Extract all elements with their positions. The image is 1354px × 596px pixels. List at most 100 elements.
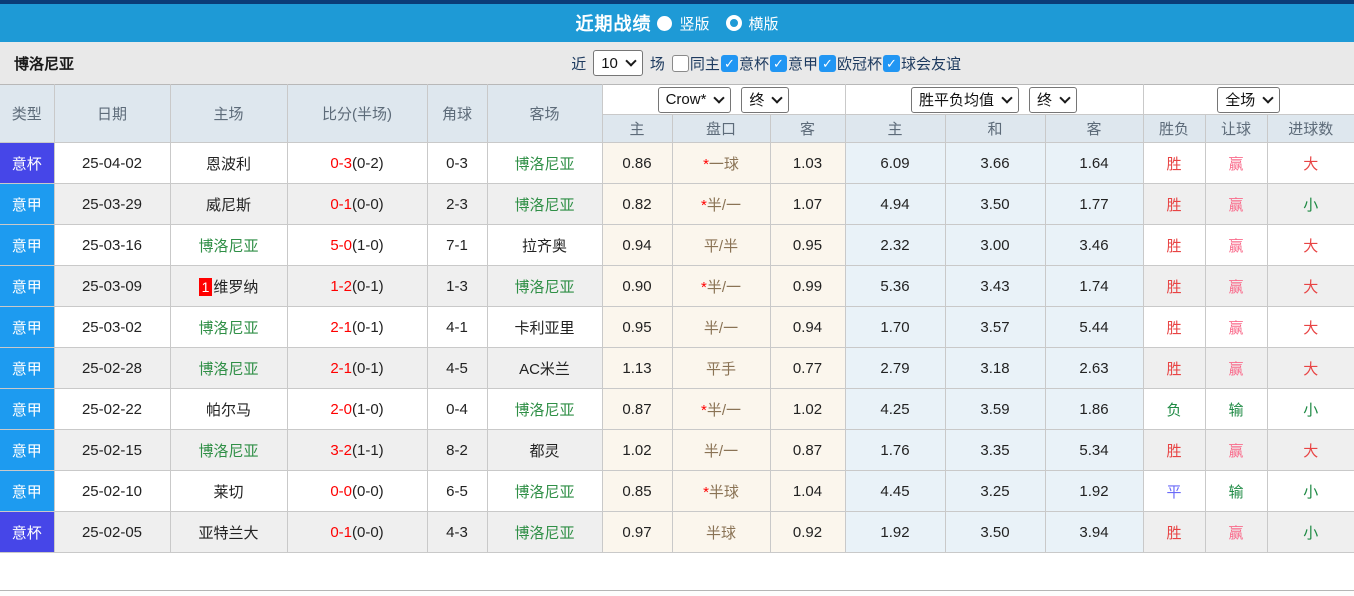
handicap-home-odds-cell: 1.02 [601,429,673,471]
checkbox-label: 同主 [689,55,720,73]
odds-company-select[interactable]: Crow* [657,86,732,113]
away-team-name: 博洛尼亚 [514,401,575,419]
handicap-result-cell: 赢 [1204,347,1268,389]
col-header-score: 比分(半场) [286,84,428,143]
handicap-result-value: 输 [1228,483,1244,501]
checkbox-icon[interactable] [882,54,900,72]
date-cell: 25-02-15 [53,429,171,471]
avg-draw-odds-cell: 3.18 [944,347,1046,389]
handicap-line: 半/一 [703,319,739,337]
radio-icon[interactable] [725,15,742,31]
handicap-line: 平/半 [703,237,739,255]
handicap-line: 半球 [705,524,736,542]
match-type-cell: 意甲 [0,306,55,348]
table-row: 意杯 25-02-05 亚特兰大 0-1(0-0) 4-3 博洛尼亚 0.97 … [0,511,1354,553]
odds-time-select[interactable]: 终 [741,86,790,113]
avg-away-odds-cell: 5.34 [1044,429,1144,471]
date-cell: 25-03-29 [53,183,171,225]
result-cell: 负 [1142,388,1206,430]
fulltime-score: 1-2 [330,277,352,295]
halftime-score: (1-1) [352,441,384,459]
odds-company-value: Crow* [665,91,707,108]
corner-cell: 4-5 [426,347,488,389]
avg-time-select[interactable]: 终 [1029,86,1078,113]
away-team-name: 卡利亚里 [514,319,575,337]
avg-home-odds-cell: 4.94 [844,183,946,225]
date-cell: 25-03-02 [53,306,171,348]
away-team-name: 博洛尼亚 [514,278,575,296]
avg-draw-odds-cell: 3.35 [944,429,1046,471]
avg-away-odds-cell: 2.63 [1044,347,1144,389]
radio-icon[interactable] [657,15,673,31]
fulltime-score: 0-0 [330,482,352,500]
home-team-cell: 恩波利 [169,142,288,184]
chevron-down-icon [713,91,726,104]
fulltime-score: 2-1 [330,318,352,336]
team-name: 博洛尼亚 [14,55,75,73]
home-team-name: 维罗纳 [213,278,259,296]
avg-home-odds-cell: 4.25 [844,388,946,430]
date-cell: 25-03-16 [53,224,171,266]
competition-filter-checkbox[interactable]: 欧冠杯 [818,53,883,74]
away-team-cell: 博洛尼亚 [486,511,603,553]
checkbox-icon[interactable] [671,54,689,72]
avg-type-select[interactable]: 胜平负均值 [911,86,1020,113]
chevron-down-icon [625,55,637,67]
competition-filter-checkbox[interactable]: 意杯 [720,53,770,74]
avg-draw-odds-cell: 3.00 [944,224,1046,266]
handicap-line-cell: 平手 [671,347,771,389]
halftime-score: (0-0) [352,195,384,213]
score-cell: 2-0(1-0) [286,388,428,430]
handicap-away-odds-cell: 1.07 [769,183,846,225]
view-mode-radio[interactable]: 竖版 [657,13,710,34]
halftime-score: (0-1) [352,359,384,377]
goals-result-value: 大 [1303,155,1319,173]
corner-cell: 2-3 [426,183,488,225]
handicap-result-cell: 赢 [1204,183,1268,225]
handicap-result-cell: 赢 [1204,142,1268,184]
checkbox-label: 球会友谊 [900,55,961,73]
score-cell: 0-0(0-0) [286,470,428,512]
handicap-line: 半球 [708,483,739,501]
checkbox-icon[interactable] [818,54,836,72]
avg-time-value: 终 [1037,92,1053,109]
away-team-cell: 博洛尼亚 [486,470,603,512]
view-mode-radio[interactable]: 横版 [725,13,779,34]
avg-draw-odds-cell: 3.43 [944,265,1046,307]
summary-bar [0,553,1354,590]
date-cell: 25-02-05 [53,511,171,553]
handicap-home-odds-cell: 0.90 [601,265,673,307]
competition-filter-checkbox[interactable]: 意甲 [769,53,819,74]
table-header-row: 类型 日期 主场 比分(半场) 角球 客场 Crow* 终 [0,84,1354,143]
handicap-away-odds-cell: 0.94 [769,306,846,348]
result-value: 胜 [1166,278,1182,296]
radio-label: 竖版 [679,15,710,33]
fulltime-score: 5-0 [330,236,352,254]
handicap-home-odds-cell: 1.13 [601,347,673,389]
handicap-line: 半/一 [706,278,741,296]
checkbox-label: 意甲 [787,55,818,73]
result-cell: 胜 [1142,347,1206,389]
corner-cell: 0-3 [426,142,488,184]
corner-cell: 4-3 [426,511,488,553]
match-scope-select[interactable]: 全场 [1217,86,1281,113]
recent-count-select[interactable]: 10 [593,50,643,76]
avg-away-odds-cell: 1.64 [1044,142,1144,184]
match-type-cell: 意甲 [0,224,55,266]
view-mode-radio-group: 竖版 横版 [657,13,779,34]
competition-filter-checkbox[interactable]: 同主 [671,53,721,74]
competition-filter-list: 同主 意杯 意甲 欧冠杯 球会友谊 [671,53,962,74]
checkbox-icon[interactable] [769,54,787,72]
home-team-cell: 威尼斯 [169,183,288,225]
col-header-corner: 角球 [426,84,488,143]
competition-filter-checkbox[interactable]: 球会友谊 [882,53,962,74]
col-header-home: 主场 [169,84,288,143]
subheader-avg-draw: 和 [944,114,1046,143]
checkbox-icon[interactable] [720,54,738,72]
corner-cell: 1-3 [426,265,488,307]
goals-result-value: 小 [1303,196,1319,214]
handicap-result-value: 赢 [1228,360,1244,378]
result-cell: 胜 [1142,511,1206,553]
handicap-star: * [703,155,709,173]
table-row: 意甲 25-02-10 莱切 0-0(0-0) 6-5 博洛尼亚 0.85 *半… [0,470,1354,512]
